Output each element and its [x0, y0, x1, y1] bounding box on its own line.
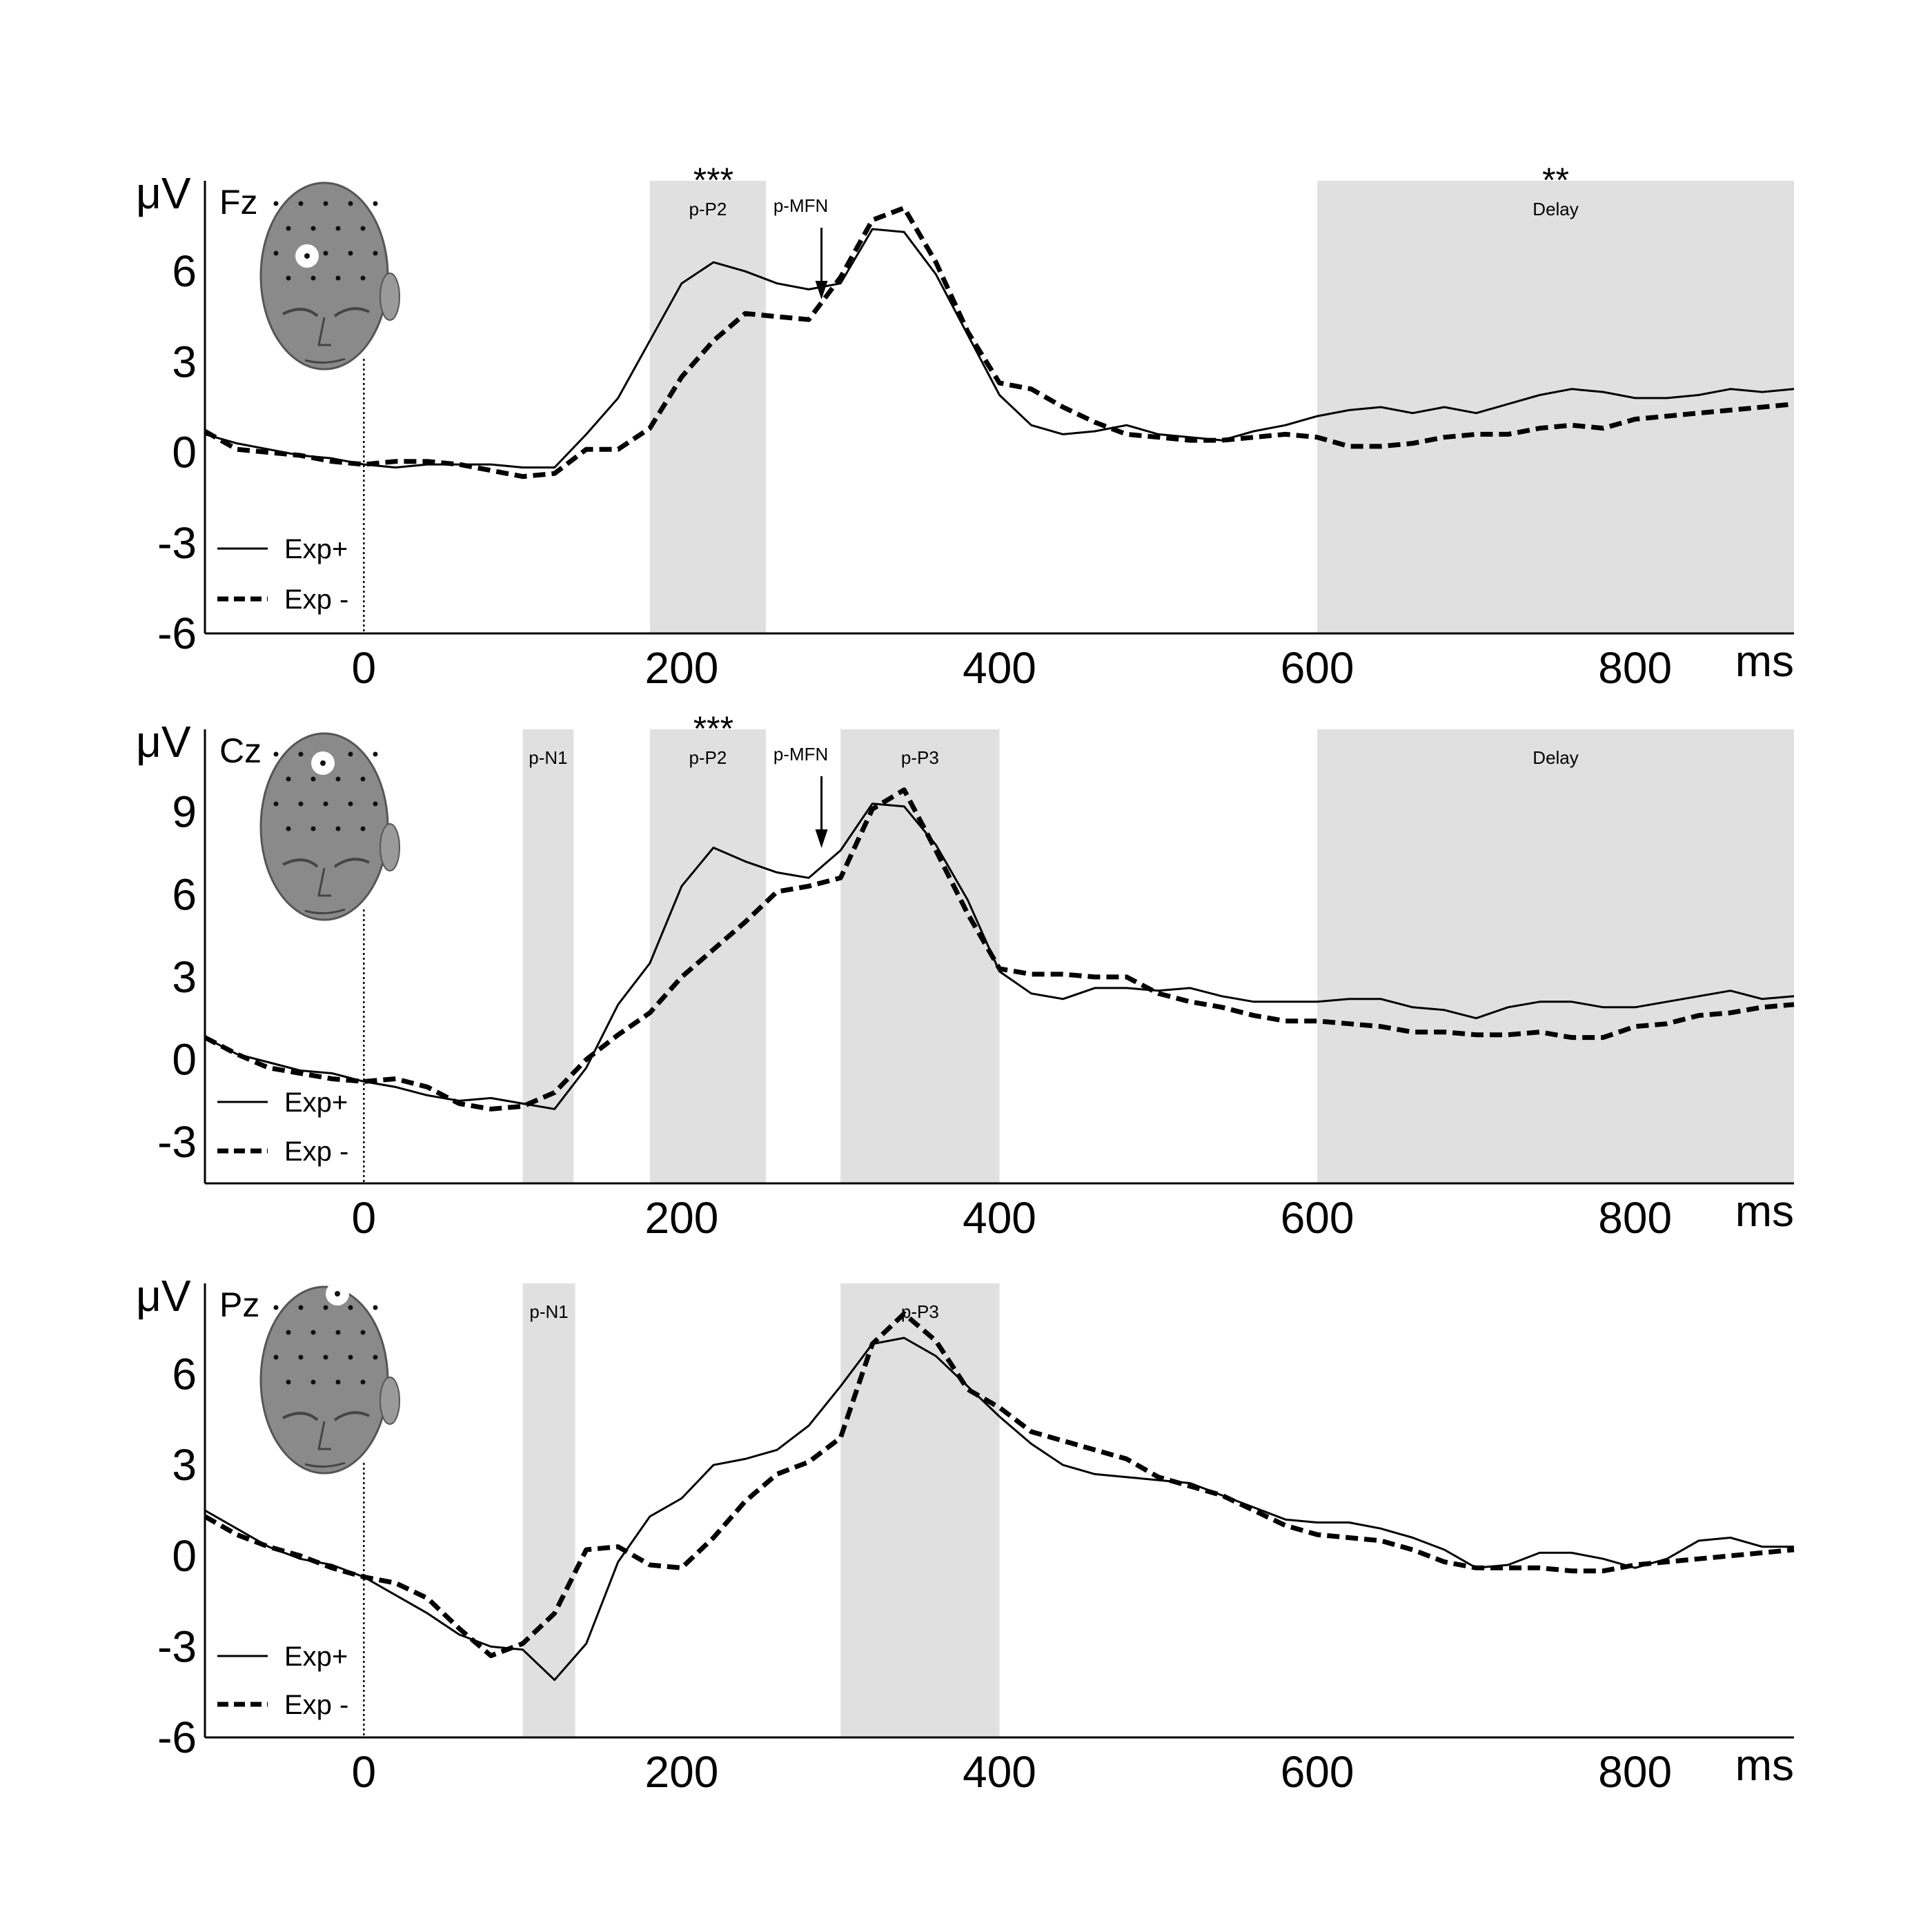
series-line-exp-plus [204, 1337, 1794, 1682]
x-tick-label: 0 [352, 1747, 377, 1797]
x-tick-label: 200 [645, 1193, 719, 1243]
band-p-p2 [649, 729, 766, 1183]
x-tick-label: 800 [1598, 1747, 1672, 1797]
band-label: p-P3 [901, 747, 939, 768]
y-tick-label: 0 [172, 1531, 197, 1581]
band-label: p-N1 [529, 747, 567, 768]
series-line-exp-minus [204, 787, 1795, 1112]
y-tick-label: 3 [172, 337, 197, 386]
significance-stars: *** [693, 709, 733, 748]
significance-stars: *** [693, 161, 733, 199]
band-p-n1 [522, 1283, 575, 1737]
y-tick-label: -6 [157, 1713, 197, 1762]
band-p-p2 [649, 181, 766, 633]
arrow-label: p-MFN [773, 195, 828, 216]
band-p-p3 [840, 729, 1000, 1183]
band-label: p-P2 [689, 747, 727, 768]
band-label: Delay [1532, 747, 1578, 768]
legend-label: Exp+ [284, 1087, 348, 1118]
panel-fz: p-P2*** Delay** p-MFN 6 3 0 -3 -6 μV 0 200 400 600 80… [136, 161, 1795, 693]
electrode-label: Fz [219, 183, 258, 221]
y-tick-label: -6 [157, 609, 197, 658]
band-delay [1317, 181, 1794, 633]
panel-cz: p-N1 p-P2*** p-P3 Delay p-MFN 9 6 3 0 -3 μV 0 200 400… [136, 709, 1795, 1243]
legend-label: Exp+ [284, 534, 348, 564]
x-tick-label: 600 [1281, 1747, 1354, 1797]
band-label: p-P3 [901, 1301, 939, 1322]
y-tick-label: 6 [172, 1350, 197, 1399]
y-tick-label: 3 [172, 1440, 197, 1490]
band-p-p3 [840, 1283, 1000, 1737]
y-tick-label: 9 [172, 787, 197, 837]
x-tick-label: 200 [645, 1747, 719, 1797]
x-tick-label: 0 [352, 1193, 377, 1243]
band-label: p-N1 [529, 1301, 568, 1322]
arrow-head [815, 829, 828, 848]
legend-label: Exp - [284, 1136, 348, 1167]
legend-label: Exp - [284, 1690, 348, 1720]
band-delay [1317, 729, 1794, 1183]
x-unit-label: ms [1735, 1186, 1794, 1236]
series-line-exp-plus [204, 802, 1795, 1110]
y-tick-label: 0 [172, 1035, 197, 1085]
head-icon [259, 732, 400, 921]
significance-stars: ** [1542, 161, 1569, 199]
y-tick-label: 6 [172, 246, 197, 296]
x-unit-label: ms [1735, 636, 1794, 686]
y-axis-label: μV [136, 168, 191, 218]
x-tick-label: 800 [1598, 1193, 1672, 1243]
head-icon [259, 1282, 400, 1475]
arrow-label: p-MFN [773, 744, 828, 765]
series-line-exp-minus [204, 205, 1795, 480]
y-tick-label: 0 [172, 428, 197, 477]
electrode-label: Cz [219, 731, 262, 770]
x-tick-label: 400 [963, 643, 1036, 693]
legend-label: Exp+ [284, 1642, 348, 1672]
series-line-exp-minus [204, 1311, 1795, 1659]
legend: Exp+ Exp - [217, 1087, 348, 1167]
x-tick-label: 400 [963, 1747, 1036, 1797]
y-axis-label: μV [136, 1271, 191, 1321]
y-axis-label: μV [136, 717, 191, 767]
head-icon [259, 181, 400, 371]
legend: Exp+ Exp - [217, 534, 348, 615]
band-label: p-P2 [689, 199, 727, 219]
x-tick-label: 0 [352, 643, 377, 693]
x-tick-label: 400 [963, 1193, 1036, 1243]
y-tick-label: 6 [172, 869, 197, 919]
y-tick-label: -3 [157, 518, 197, 568]
y-tick-label: -3 [157, 1117, 197, 1167]
y-tick-label: -3 [157, 1621, 197, 1671]
band-label: Delay [1532, 199, 1578, 219]
x-tick-label: 600 [1281, 1193, 1354, 1243]
electrode-label: Pz [219, 1285, 259, 1324]
band-p-n1 [522, 729, 574, 1183]
x-tick-label: 600 [1281, 643, 1354, 693]
x-tick-label: 800 [1598, 643, 1672, 693]
y-tick-label: 3 [172, 952, 197, 1002]
legend-label: Exp - [284, 584, 348, 615]
x-tick-label: 200 [645, 643, 719, 693]
x-unit-label: ms [1735, 1740, 1794, 1790]
legend: Exp+ Exp - [217, 1642, 348, 1720]
